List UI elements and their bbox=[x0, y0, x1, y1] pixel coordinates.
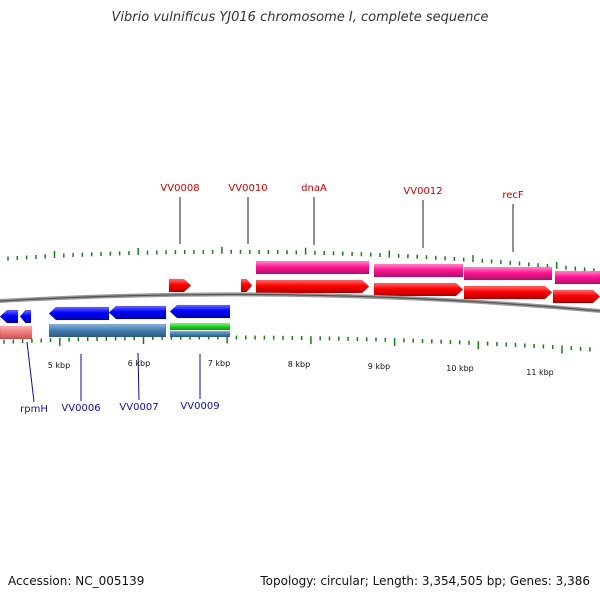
forward-label-text: VV0010 bbox=[228, 183, 267, 194]
forward-cds-arrow bbox=[240, 278, 253, 293]
forward-cds-arrow bbox=[373, 282, 464, 297]
forward-label: VV0010 bbox=[228, 183, 268, 244]
scale-label: 6 kbp bbox=[128, 359, 150, 368]
forward-label: dnaA bbox=[301, 183, 327, 245]
forward-labels: VV0008 VV0010 dnaA VV0012 recF bbox=[160, 183, 524, 252]
reverse-label: VV0006 bbox=[61, 354, 101, 414]
forward-label-text: VV0012 bbox=[403, 186, 442, 197]
forward-label: VV0012 bbox=[403, 186, 443, 248]
forward-label-text: dnaA bbox=[301, 183, 327, 194]
forward-cds-arrow bbox=[552, 289, 600, 304]
reverse-label: VV0009 bbox=[180, 354, 220, 412]
reverse-label: rpmH bbox=[20, 341, 48, 415]
reverse-gene-block bbox=[0, 325, 33, 340]
forward-label-text: VV0008 bbox=[160, 183, 199, 194]
scale-label: 7 kbp bbox=[208, 359, 230, 368]
chromosome-backbone bbox=[0, 292, 600, 313]
reverse-gene-block bbox=[48, 323, 167, 338]
reverse-label-text: VV0006 bbox=[61, 403, 100, 414]
reverse-label-text: VV0009 bbox=[180, 401, 219, 412]
forward-label: recF bbox=[502, 190, 524, 252]
forward-cds-arrow bbox=[168, 278, 192, 293]
scale-label: 10 kbp bbox=[446, 364, 474, 373]
forward-cds-arrow bbox=[463, 285, 553, 300]
forward-label: VV0008 bbox=[160, 183, 200, 244]
forward-cds-arrow bbox=[255, 279, 370, 294]
forward-gene-block bbox=[255, 260, 370, 275]
reverse-cds-arrow bbox=[19, 309, 32, 324]
forward-gene-block bbox=[554, 270, 600, 285]
leader-line bbox=[137, 352, 140, 401]
reverse-label-text: VV0007 bbox=[119, 402, 158, 413]
reverse-cds-arrow bbox=[108, 305, 167, 320]
forward-gene-block bbox=[373, 263, 464, 278]
backbone-core bbox=[0, 293, 600, 312]
reverse-cds-arrow bbox=[48, 306, 110, 321]
reverse-label: VV0007 bbox=[119, 352, 159, 413]
forward-gene-block bbox=[463, 266, 553, 281]
reverse-tick-marks bbox=[3, 335, 591, 354]
scale-label: 5 kbp bbox=[48, 361, 70, 370]
scale-label: 9 kbp bbox=[368, 362, 390, 371]
accession-text: Accession: NC_005139 bbox=[8, 574, 145, 588]
reverse-label-text: rpmH bbox=[20, 404, 48, 415]
scale-label: 8 kbp bbox=[288, 360, 310, 369]
feature-track bbox=[0, 260, 600, 340]
scale-label: 11 kbp bbox=[526, 368, 554, 377]
reverse-cds-arrow bbox=[169, 304, 231, 319]
map-title: Vibrio vulnificus YJ016 chromosome I, co… bbox=[111, 10, 489, 25]
reverse-gene-block bbox=[169, 330, 231, 338]
forward-label-text: recF bbox=[502, 190, 524, 201]
rna-block bbox=[169, 322, 231, 331]
reverse-cds-arrow bbox=[0, 309, 19, 324]
reverse-labels: rpmH VV0006 VV0007 VV0009 bbox=[20, 341, 220, 415]
genome-summary-text: Topology: circular; Length: 3,354,505 bp… bbox=[260, 574, 590, 588]
leader-line bbox=[26, 341, 35, 403]
scale-labels: 5 kbp 6 kbp 7 kbp 8 kbp 9 kbp 10 kbp 11 kbp bbox=[48, 359, 554, 377]
forward-tick-marks bbox=[7, 246, 595, 273]
